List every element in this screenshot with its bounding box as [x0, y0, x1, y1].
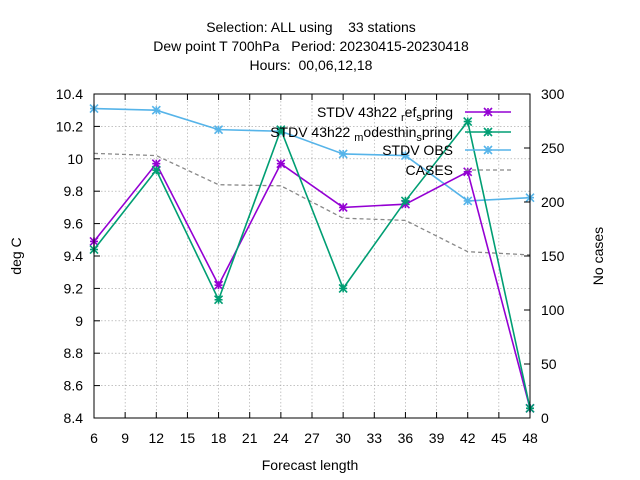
y-tick-label: 10.4 — [56, 86, 83, 102]
y2-tick-label: 0 — [541, 410, 549, 426]
y-tick-label: 8.4 — [64, 410, 84, 426]
data-point — [151, 105, 161, 115]
data-point — [338, 149, 348, 159]
title-line: Hours: 00,06,12,18 — [250, 57, 373, 73]
data-point — [276, 159, 286, 169]
legend-label: STDV OBS — [382, 142, 453, 158]
x-tick-label: 27 — [304, 430, 320, 446]
y-tick-label: 9.2 — [64, 280, 84, 296]
y2-axis-label: No cases — [590, 227, 606, 285]
x-tick-label: 33 — [366, 430, 382, 446]
x-tick-label: 15 — [180, 430, 196, 446]
legend-label: STDV 43h22 refspring — [317, 104, 453, 124]
legend-item: CASES — [406, 162, 511, 178]
data-point — [463, 167, 473, 177]
series-line — [93, 162, 531, 409]
y-tick-label: 10.2 — [56, 118, 83, 134]
legend-label: STDV 43h22 modesthinspring — [270, 124, 453, 144]
series-line — [93, 152, 531, 256]
legend-item: STDV 43h22 refspring — [317, 104, 511, 124]
x-axis-label: Forecast length — [262, 457, 359, 473]
title-line: Dew point T 700hPa Period: 20230415-2023… — [153, 38, 469, 54]
data-point — [338, 202, 348, 212]
x-tick-label: 18 — [211, 430, 227, 446]
legend-label: CASES — [406, 162, 453, 178]
y2-tick-labels: 0 50 100 150 200 250 300 — [541, 86, 565, 426]
x-tick-labels: 6 9 12 15 18 21 24 27 30 33 36 39 42 45 48 — [90, 430, 538, 446]
y2-tick-label: 50 — [541, 356, 557, 372]
y2-tick-label: 300 — [541, 86, 565, 102]
y2-tick-label: 100 — [541, 302, 565, 318]
y-tick-label: 8.6 — [64, 378, 84, 394]
x-tick-label: 36 — [398, 430, 414, 446]
data-point — [463, 196, 473, 206]
y-axis-label: deg C — [8, 237, 24, 274]
y2-tick-label: 250 — [541, 140, 565, 156]
chart-title: Selection: ALL using 33 stations Dew poin… — [153, 19, 469, 73]
y-tick-label: 9.8 — [64, 183, 84, 199]
series-3 — [93, 152, 531, 256]
series-group — [89, 104, 535, 413]
data-point — [276, 125, 286, 135]
x-tick-label: 39 — [429, 430, 445, 446]
y-tick-label: 9 — [75, 313, 83, 329]
x-tick-label: 6 — [90, 430, 98, 446]
x-tick-label: 12 — [148, 430, 164, 446]
data-point — [151, 165, 161, 175]
y2-tick-label: 150 — [541, 248, 565, 264]
y-tick-label: 8.8 — [64, 345, 84, 361]
y-tick-label: 9.6 — [64, 216, 84, 232]
data-point — [214, 295, 224, 305]
legend-item: STDV 43h22 modesthinspring — [270, 124, 511, 144]
x-tick-label: 45 — [491, 430, 507, 446]
y-tick-label: 9.4 — [64, 248, 84, 264]
series-0 — [89, 159, 535, 413]
y-tick-label: 10 — [67, 151, 83, 167]
legend-item: STDV OBS — [382, 142, 511, 158]
grid — [94, 94, 530, 418]
x-tick-label: 42 — [460, 430, 476, 446]
data-point — [463, 116, 473, 127]
data-point — [338, 283, 348, 293]
x-tick-label: 9 — [121, 430, 129, 446]
x-tick-label: 21 — [242, 430, 258, 446]
series-1 — [89, 116, 535, 413]
x-tick-label: 24 — [273, 430, 289, 446]
data-point — [400, 196, 410, 206]
data-point — [400, 150, 410, 161]
x-tick-label: 48 — [522, 430, 538, 446]
data-point — [214, 125, 224, 135]
series-line — [93, 119, 531, 409]
title-line: Selection: ALL using 33 stations — [206, 19, 416, 35]
y-tick-labels: 8.4 8.6 8.8 9 9.2 9.4 9.6 9.8 10 10.2 10.4 — [56, 86, 83, 426]
y2-tick-label: 200 — [541, 194, 565, 210]
series-line — [93, 107, 531, 202]
data-point — [214, 280, 224, 290]
x-tick-label: 30 — [335, 430, 351, 446]
tick-marks — [93, 93, 531, 419]
